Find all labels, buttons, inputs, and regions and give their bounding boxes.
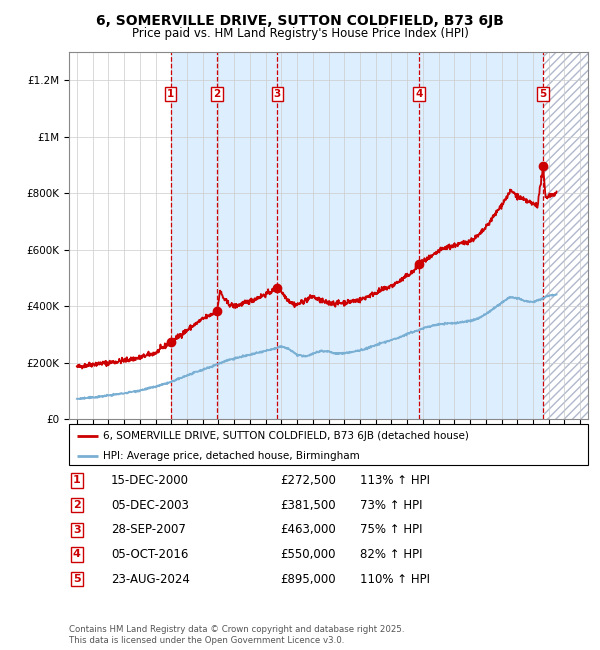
Text: 2: 2 xyxy=(73,500,80,510)
Text: 3: 3 xyxy=(274,89,281,99)
Bar xyxy=(543,52,600,419)
Text: 05-DEC-2003: 05-DEC-2003 xyxy=(111,499,189,512)
Text: 5: 5 xyxy=(539,89,547,99)
Text: 82% ↑ HPI: 82% ↑ HPI xyxy=(360,548,422,561)
Text: £550,000: £550,000 xyxy=(281,548,336,561)
Text: 4: 4 xyxy=(73,549,81,560)
Text: 1: 1 xyxy=(73,475,80,486)
Text: 75% ↑ HPI: 75% ↑ HPI xyxy=(360,523,422,536)
Text: 28-SEP-2007: 28-SEP-2007 xyxy=(111,523,186,536)
Text: HPI: Average price, detached house, Birmingham: HPI: Average price, detached house, Birm… xyxy=(103,451,359,461)
Text: 5: 5 xyxy=(73,574,80,584)
Text: 6, SOMERVILLE DRIVE, SUTTON COLDFIELD, B73 6JB: 6, SOMERVILLE DRIVE, SUTTON COLDFIELD, B… xyxy=(96,14,504,29)
Text: £895,000: £895,000 xyxy=(280,573,336,586)
Text: 110% ↑ HPI: 110% ↑ HPI xyxy=(360,573,430,586)
Text: 23-AUG-2024: 23-AUG-2024 xyxy=(111,573,190,586)
Text: £463,000: £463,000 xyxy=(280,523,336,536)
Text: 05-OCT-2016: 05-OCT-2016 xyxy=(111,548,188,561)
Text: 6, SOMERVILLE DRIVE, SUTTON COLDFIELD, B73 6JB (detached house): 6, SOMERVILLE DRIVE, SUTTON COLDFIELD, B… xyxy=(103,431,469,441)
Text: 4: 4 xyxy=(415,89,423,99)
Text: 2: 2 xyxy=(214,89,221,99)
Bar xyxy=(170,52,543,419)
Text: 3: 3 xyxy=(73,525,80,535)
Bar xyxy=(543,52,600,419)
Text: 113% ↑ HPI: 113% ↑ HPI xyxy=(360,474,430,487)
Text: 15-DEC-2000: 15-DEC-2000 xyxy=(111,474,189,487)
Text: £272,500: £272,500 xyxy=(280,474,336,487)
Text: Contains HM Land Registry data © Crown copyright and database right 2025.
This d: Contains HM Land Registry data © Crown c… xyxy=(69,625,404,645)
Text: 73% ↑ HPI: 73% ↑ HPI xyxy=(360,499,422,512)
Text: £381,500: £381,500 xyxy=(280,499,336,512)
Text: 1: 1 xyxy=(167,89,174,99)
Text: Price paid vs. HM Land Registry's House Price Index (HPI): Price paid vs. HM Land Registry's House … xyxy=(131,27,469,40)
